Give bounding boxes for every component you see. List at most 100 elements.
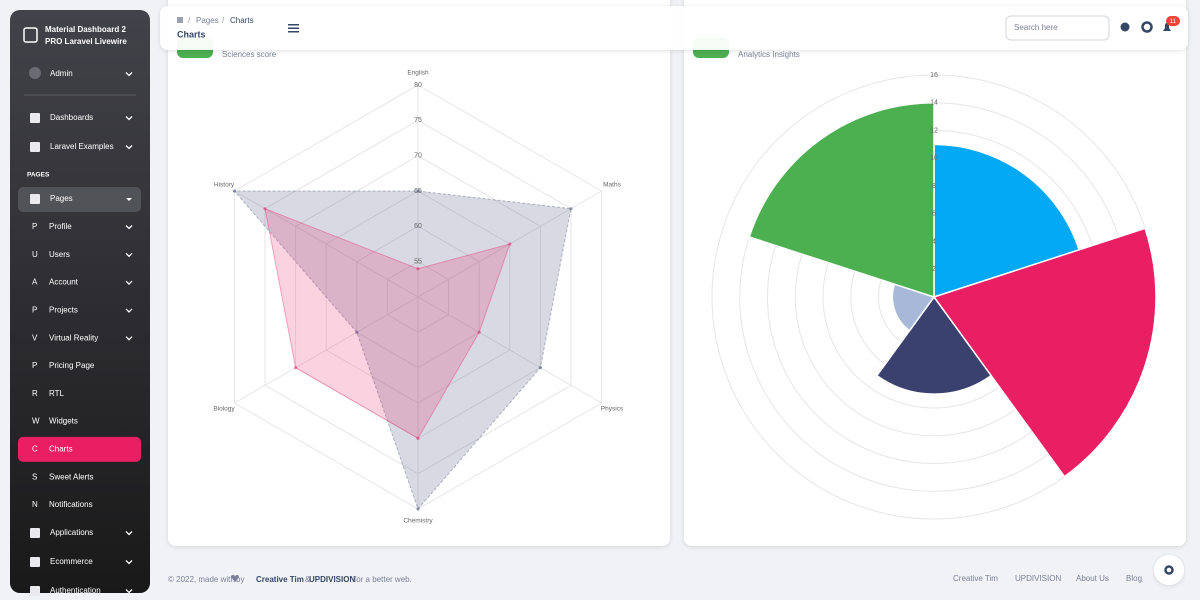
menu-item[interactable]: Profile [49,222,72,231]
radar-point [477,330,481,334]
menu-toggle[interactable] [288,24,299,33]
menu-icon [30,113,40,123]
footer-link[interactable]: UPDIVISION [1015,574,1061,583]
radar-point [416,436,420,440]
menu-item[interactable]: Virtual Reality [49,333,98,342]
footer-link[interactable]: Creative Tim [953,574,998,583]
tick-label: 10 [930,155,938,162]
radar-point [508,242,512,246]
radar-point [232,189,237,193]
navbar [160,6,1188,50]
tick-label: 6 [932,211,936,218]
footer-text: for a better web. [354,575,412,584]
menu-item[interactable]: Sweet Alerts [49,472,93,481]
menu-icon [30,586,40,596]
menu-item[interactable]: Charts [49,445,73,454]
menu-item[interactable]: Users [49,250,70,259]
menu-item[interactable]: Notifications [49,500,93,509]
configurator-button[interactable] [1154,555,1184,585]
radar-point [263,207,267,211]
menu-item[interactable]: Ecommerce [50,557,93,566]
chevron [125,72,133,77]
chevron [125,145,133,150]
item-letter: V [32,333,38,342]
active-group [18,187,141,212]
tick-label: 70 [414,153,422,160]
home-icon[interactable] [177,17,183,23]
menu-item[interactable]: Applications [50,528,93,537]
polar-segment [933,143,1081,299]
footer-link[interactable]: UPDIVISION [309,575,355,584]
user-name[interactable]: Admin [50,69,73,78]
bar [288,31,299,33]
axis-label: English [407,70,429,77]
section-label: PAGES [27,172,50,179]
polar-segment [748,101,935,299]
chevron [125,252,133,258]
menu-item[interactable]: Dashboards [50,113,93,122]
menu-item[interactable]: Projects [49,306,78,315]
separator: / [222,16,225,25]
card [168,0,670,546]
item-letter: W [32,417,40,426]
user-icon[interactable] [1120,22,1130,32]
chevron [125,280,133,286]
tick-label: 14 [930,100,938,107]
breadcrumb[interactable]: Pages [196,16,219,25]
menu-item[interactable]: Account [49,278,79,287]
chevron [125,531,133,536]
radar-point [355,330,359,334]
item-letter: P [32,306,37,315]
menu-item[interactable]: Laravel Examples [50,142,114,151]
item-letter: R [32,389,38,398]
breadcrumb: Charts [230,16,254,25]
item-letter: C [32,445,38,454]
footer-link[interactable]: Blog [1126,574,1142,583]
menu-item[interactable]: RTL [49,389,65,398]
tick-label: 16 [930,72,938,79]
radar-point [416,507,420,511]
item-letter: P [32,222,37,231]
page-title: Charts [177,29,206,39]
tick-label: 65 [414,188,422,195]
tick-label: 60 [414,223,422,230]
item-letter: U [32,250,38,259]
gear-icon [1164,565,1174,575]
menu-item[interactable]: Pricing Page [49,361,95,370]
menu-item[interactable]: Widgets [49,417,78,426]
bar [288,27,299,29]
avatar [29,67,41,79]
brand-name: Material Dashboard 2 [45,25,126,34]
item-letter: N [32,500,38,509]
chevron [125,336,133,341]
axis-label: Maths [603,182,621,189]
axis-label: Biology [213,406,235,413]
menu-icon [30,142,40,152]
footer-link[interactable]: Creative Tim [256,575,304,584]
brand-name: PRO Laravel Livewire [45,37,127,46]
menu-icon [30,557,40,567]
polar-segment [875,295,993,395]
chevron [125,560,133,565]
item-letter: P [32,361,37,370]
brand-logo [23,27,38,43]
radar-point [569,207,573,211]
tick-label: 80 [414,82,422,89]
spoke [417,296,602,404]
menu-item[interactable]: Authentication [50,586,101,595]
search-input[interactable] [1005,15,1110,41]
sidebar-menu: Material Dashboard 2 PRO Laravel Livewire… [18,25,141,596]
menu-icon [30,194,40,204]
tick-label: 75 [414,117,422,124]
radar-point [416,267,420,271]
axis-label: History [214,182,235,189]
active-item [18,436,141,462]
tick-label: 4 [932,238,936,245]
chevron [125,116,133,121]
footer-link[interactable]: About Us [1076,574,1109,583]
tick-label: 12 [930,127,938,134]
menu-item[interactable]: Pages [50,194,73,203]
settings-icon[interactable] [1141,21,1153,33]
badge-count: 11 [1170,19,1177,25]
